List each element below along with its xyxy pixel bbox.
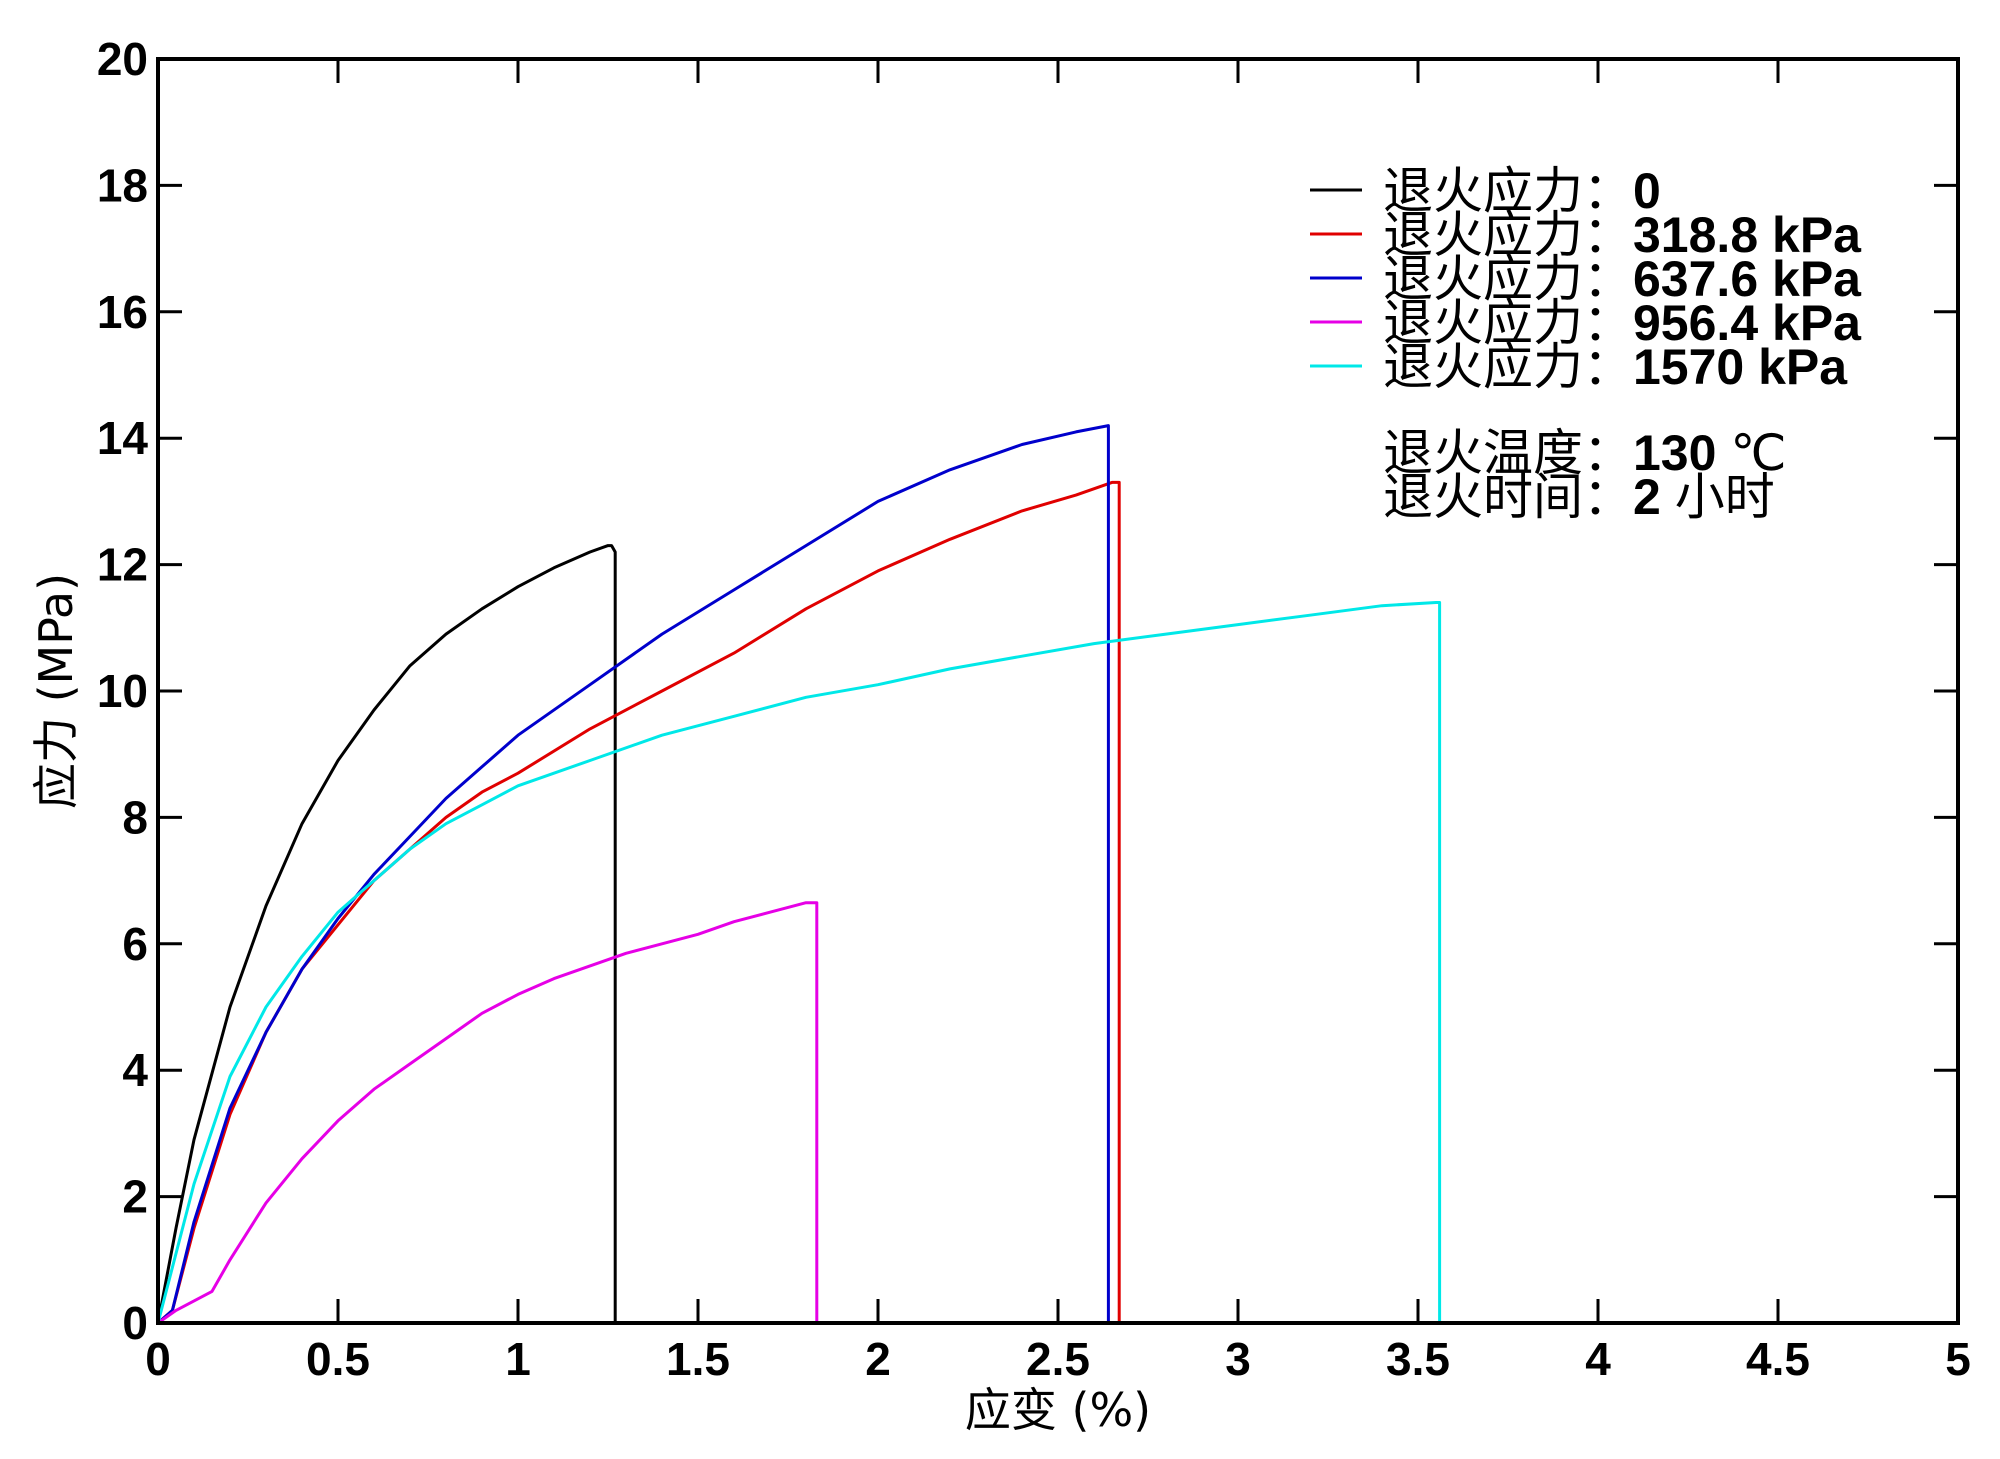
x-axis-title: 应变 (%) bbox=[965, 1383, 1151, 1437]
annotation-1: 退火温度：130 ℃ bbox=[1383, 424, 1786, 482]
x-tick-label: 4 bbox=[1585, 1333, 1611, 1385]
x-tick-label: 2.5 bbox=[1026, 1333, 1090, 1385]
legend-prefix: 退火应力： bbox=[1383, 294, 1633, 352]
series-layer bbox=[156, 424, 1442, 1325]
y-tick-label: 14 bbox=[97, 412, 149, 464]
series-line-1 bbox=[156, 544, 617, 1324]
y-tick-label: 12 bbox=[97, 539, 148, 591]
y-tick-label: 0 bbox=[122, 1297, 148, 1349]
legend-value: 318.8 kPa bbox=[1633, 207, 1862, 263]
series-line-3 bbox=[157, 424, 1110, 1325]
legend-prefix: 退火应力： bbox=[1383, 338, 1633, 396]
x-tick-label: 3 bbox=[1225, 1333, 1251, 1385]
x-tick-label: 0 bbox=[145, 1333, 171, 1385]
legend-label-1: 退火应力：0 bbox=[1383, 162, 1661, 220]
x-tick-label: 1 bbox=[505, 1333, 531, 1385]
legend-label-5: 退火应力：1570 kPa bbox=[1383, 338, 1848, 396]
x-tick-label: 5 bbox=[1945, 1333, 1971, 1385]
y-tick-label: 16 bbox=[97, 286, 148, 338]
y-tick-label: 6 bbox=[122, 918, 148, 970]
annotation-2: 退火时间：2 小时 bbox=[1383, 468, 1775, 526]
series-line-5 bbox=[156, 601, 1442, 1324]
y-tick-label: 4 bbox=[122, 1044, 148, 1096]
legend-value: 1570 kPa bbox=[1633, 339, 1848, 395]
legend-label-3: 退火应力：637.6 kPa bbox=[1383, 250, 1862, 308]
legend-prefix: 退火应力： bbox=[1383, 250, 1633, 308]
x-tick-label: 2 bbox=[865, 1333, 891, 1385]
y-tick-label: 8 bbox=[122, 791, 148, 843]
x-tick-label: 0.5 bbox=[306, 1333, 370, 1385]
legend-value: 0 bbox=[1633, 163, 1661, 219]
y-tick-label: 18 bbox=[97, 159, 148, 211]
annotation-label: 退火温度： bbox=[1383, 424, 1633, 482]
legend-value: 956.4 kPa bbox=[1633, 295, 1862, 351]
legend-label-2: 退火应力：318.8 kPa bbox=[1383, 206, 1862, 264]
y-tick-label: 20 bbox=[97, 33, 148, 85]
legend-label-4: 退火应力：956.4 kPa bbox=[1383, 294, 1862, 352]
annotation-unit: ℃ bbox=[1730, 424, 1786, 482]
annotation-value: 130 bbox=[1633, 425, 1730, 481]
legend-prefix: 退火应力： bbox=[1383, 162, 1633, 220]
x-tick-label: 3.5 bbox=[1386, 1333, 1450, 1385]
annotation-value: 2 bbox=[1633, 469, 1675, 525]
y-tick-label: 2 bbox=[122, 1171, 148, 1223]
annotation-unit: 小时 bbox=[1675, 468, 1775, 526]
x-tick-label: 1.5 bbox=[666, 1333, 730, 1385]
y-axis-title: 应力 (MPa) bbox=[29, 573, 83, 809]
series-line-4 bbox=[157, 901, 819, 1325]
y-tick-label: 10 bbox=[97, 665, 148, 717]
annotation-label: 退火时间： bbox=[1383, 468, 1633, 526]
legend-prefix: 退火应力： bbox=[1383, 206, 1633, 264]
x-tick-label: 4.5 bbox=[1746, 1333, 1810, 1385]
legend-value: 637.6 kPa bbox=[1633, 251, 1862, 307]
